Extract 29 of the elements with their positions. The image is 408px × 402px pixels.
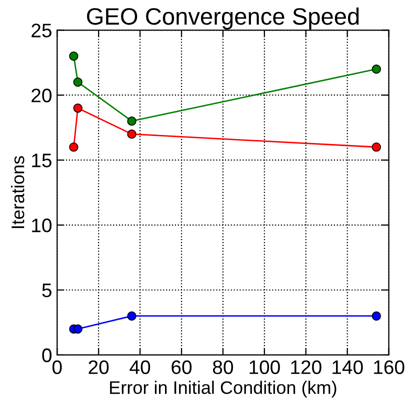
chart-title: GEO Convergence Speed	[87, 7, 359, 30]
point	[372, 64, 381, 74]
x-tick-label: 0	[52, 360, 62, 374]
point	[127, 116, 136, 126]
x-tick-label: 40	[130, 360, 150, 374]
point	[69, 142, 78, 152]
x-tick-label: 60	[172, 360, 192, 374]
y-tick-label: 25	[32, 24, 52, 38]
y-tick-label: 10	[32, 218, 52, 232]
y-tick-label: 5	[42, 284, 52, 298]
x-tick-label: 80	[213, 360, 234, 374]
y-axis-title: Iterations	[11, 156, 24, 228]
point	[73, 78, 82, 87]
point	[127, 311, 136, 321]
x-tick-label: 140	[332, 360, 363, 374]
x-axis-title: Error in Initial Condition (km)	[110, 380, 336, 398]
y-tick-label: 15	[32, 154, 52, 168]
point	[127, 130, 136, 139]
y-tick-label: 20	[32, 88, 52, 102]
point	[372, 311, 381, 321]
x-tick-label: 120	[291, 360, 322, 374]
point	[372, 142, 381, 152]
point	[73, 324, 82, 334]
x-tick-label: 160	[374, 360, 404, 374]
point	[69, 52, 78, 61]
x-tick-label: 100	[250, 360, 280, 374]
point	[73, 104, 82, 113]
x-tick-label: 20	[88, 360, 109, 374]
y-tick-label: 0	[42, 348, 52, 362]
